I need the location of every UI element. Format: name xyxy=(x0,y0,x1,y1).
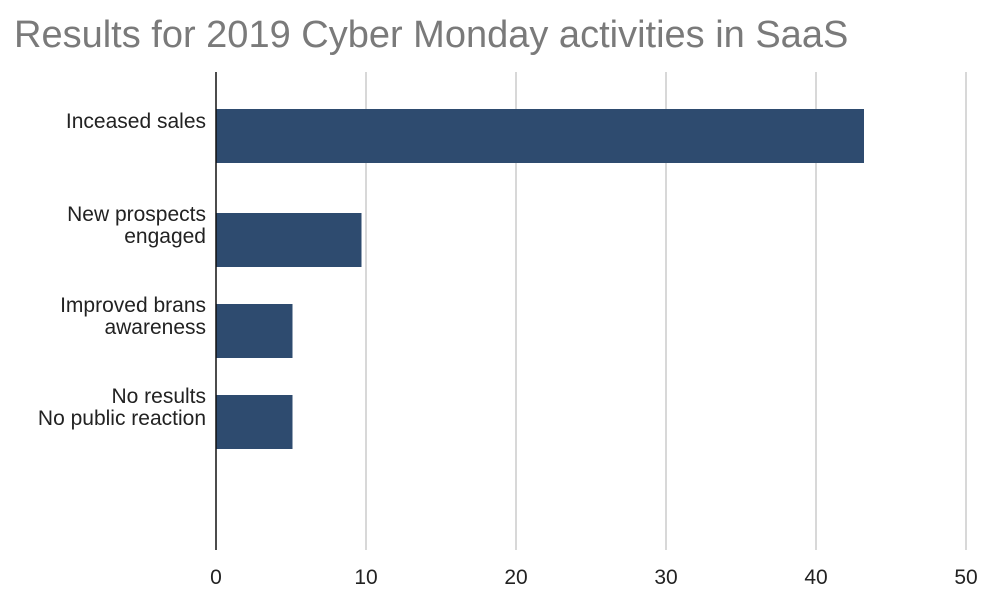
bar xyxy=(216,395,293,449)
category-label: engaged xyxy=(124,225,206,248)
bar xyxy=(216,213,362,267)
category-label: Improved brans xyxy=(60,294,206,317)
category-label: Inceased sales xyxy=(66,110,206,133)
x-tick-labels: 0 10 20 30 40 50 xyxy=(210,566,978,589)
x-tick-label: 10 xyxy=(354,566,377,589)
x-tick-label: 30 xyxy=(654,566,677,589)
category-label: No public reaction xyxy=(38,407,206,430)
bars xyxy=(216,109,864,449)
x-tick-label: 40 xyxy=(804,566,827,589)
category-label: New prospects xyxy=(67,203,206,226)
chart-title: Results for 2019 Cyber Monday activities… xyxy=(14,14,849,56)
x-tick-label: 0 xyxy=(210,566,222,589)
x-tick-label: 50 xyxy=(954,566,977,589)
category-label: awareness xyxy=(104,316,206,339)
bar xyxy=(216,109,864,163)
bar xyxy=(216,304,293,358)
category-label: No results xyxy=(111,385,206,408)
x-tick-label: 20 xyxy=(504,566,527,589)
